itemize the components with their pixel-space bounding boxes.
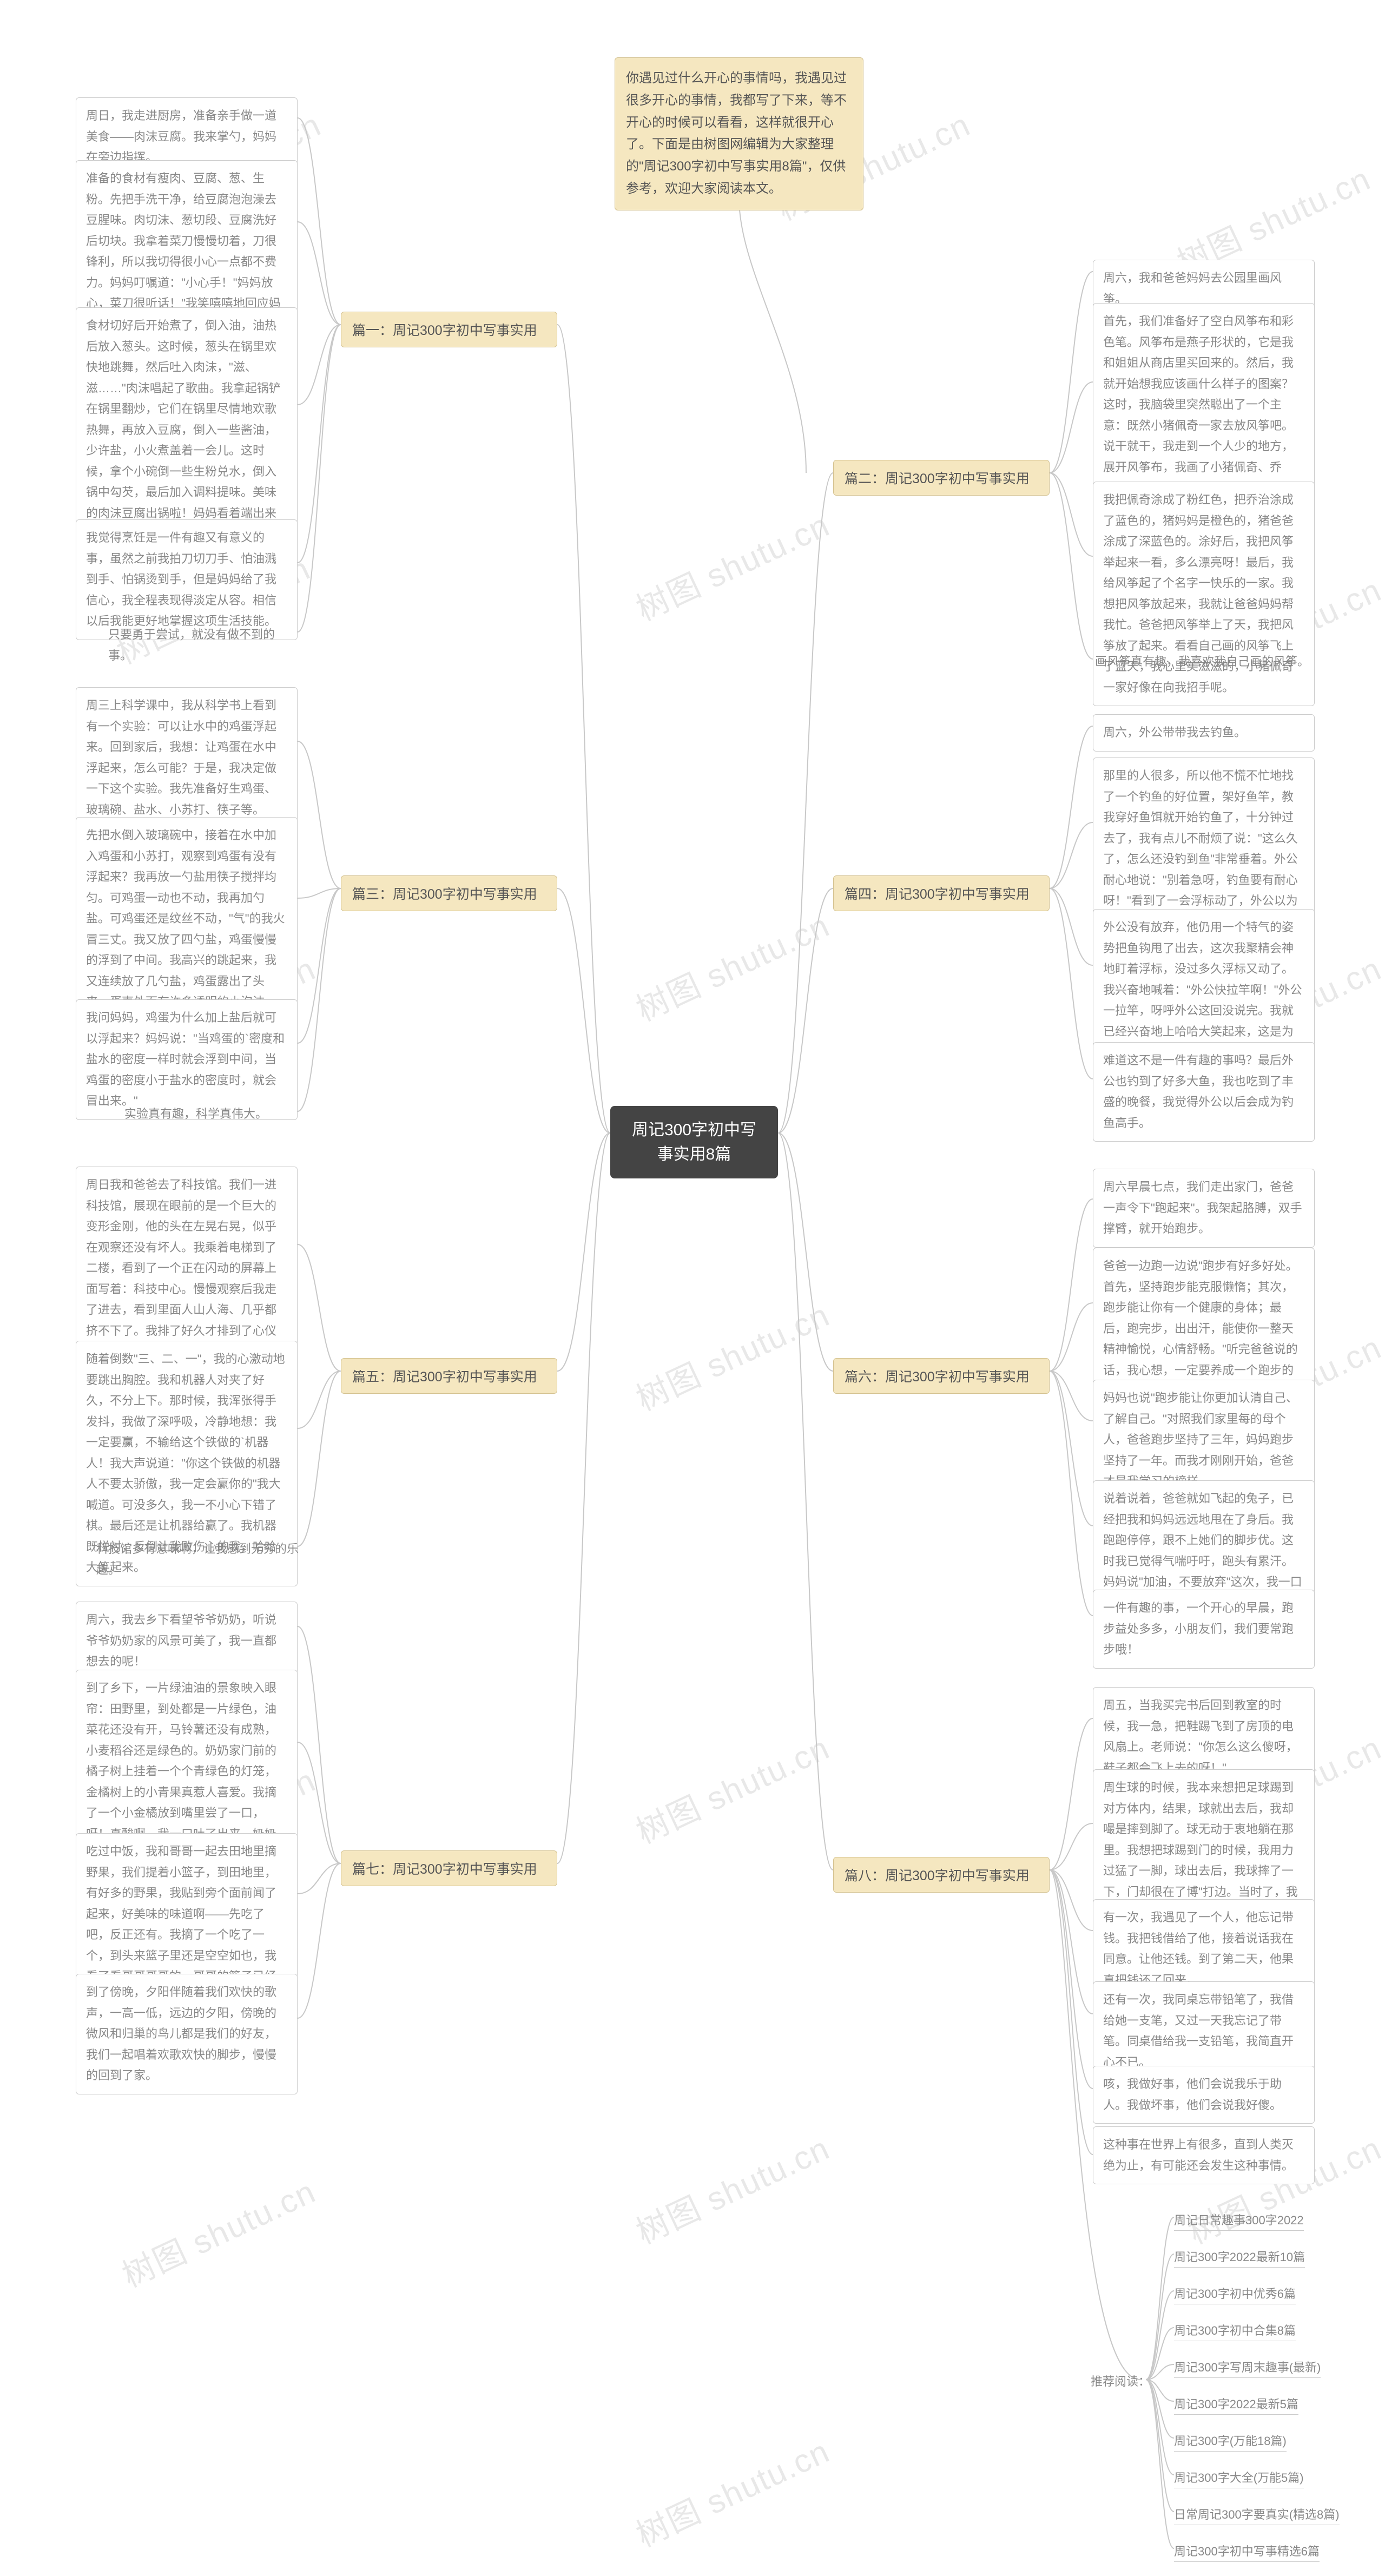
leaf-node: 画风筝真有趣，我喜欢我自己画的风筝。 xyxy=(1095,651,1311,673)
intro-box: 你遇见过什么开心的事情吗，我遇见过很多开心的事情，我都写了下来，等不开心的时候可… xyxy=(615,57,863,210)
chapter-node-6: 篇六：周记300字初中写事实用 xyxy=(833,1358,1050,1394)
leaf-node: 一件有趣的事，一个开心的早晨，跑步益处多多，小朋友们，我们要常跑步哦！ xyxy=(1093,1590,1315,1669)
leaf-node: 实验真有趣，科学真伟大。 xyxy=(124,1104,298,1125)
leaf-node: 这种事在世界上有很多，直到人类灭绝为止，有可能还会发生这种事情。 xyxy=(1093,2126,1315,2184)
recommend-item: 周记300字初中合集8篇 xyxy=(1174,2321,1296,2341)
watermark: 树图 shutu.cn xyxy=(628,1289,836,1420)
recommend-item: 周记日常趣事300字2022 xyxy=(1174,2211,1304,2231)
leaf-node: 到了傍晚，夕阳伴随着我们欢快的歌声，一高一低，远边的夕阳，傍晚的微风和归巢的鸟儿… xyxy=(76,1974,298,2094)
recommend-item: 周记300字写周末趣事(最新) xyxy=(1174,2358,1321,2378)
center-text: 周记300字初中写事实用8篇 xyxy=(632,1121,756,1163)
leaf-node: 咳，我做好事，他们会说我乐于助人。我做坏事，他们会说我好傻。 xyxy=(1093,2066,1315,2124)
recommend-item: 周记300字初中写事精选6篇 xyxy=(1174,2542,1320,2562)
recommend-item: 周记300字2022最新10篇 xyxy=(1174,2248,1305,2268)
recommend-item: 周记300字2022最新5篇 xyxy=(1174,2395,1298,2415)
watermark: 树图 shutu.cn xyxy=(628,499,836,630)
chapter-node-2: 篇二：周记300字初中写事实用 xyxy=(833,460,1050,496)
leaf-node: 我问妈妈，鸡蛋为什么加上盐后就可以浮起来？妈妈说："当鸡蛋的`密度和盐水的密度一… xyxy=(76,999,298,1120)
watermark: 树图 shutu.cn xyxy=(628,1722,836,1853)
leaf-node: 周六，我去乡下看望爷爷奶奶，听说爷爷奶奶家的风景可美了，我一直都想去的呢！ xyxy=(76,1602,298,1681)
intro-text: 你遇见过什么开心的事情吗，我遇见过很多开心的事情，我都写了下来，等不开心的时候可… xyxy=(626,71,847,196)
leaf-node: 先把水倒入玻璃碗中，接着在水中加入鸡蛋和小苏打，观察到鸡蛋有没有浮起来？我再放一… xyxy=(76,817,298,1021)
leaf-node: 难道这不是一件有趣的事吗？最后外公也钓到了好多大鱼，我也吃到了丰盛的晚餐，我觉得… xyxy=(1093,1042,1315,1142)
chapter-node-7: 篇七：周记300字初中写事实用 xyxy=(341,1850,557,1886)
mindmap-canvas: 你遇见过什么开心的事情吗，我遇见过很多开心的事情，我都写了下来，等不开心的时候可… xyxy=(0,0,1385,2576)
chapter-node-8: 篇八：周记300字初中写事实用 xyxy=(833,1857,1050,1893)
leaf-node: 周六，外公带带我去钓鱼。 xyxy=(1093,714,1315,752)
chapter-node-1: 篇一：周记300字初中写事实用 xyxy=(341,312,557,347)
leaf-node: 周六早晨七点，我们走出家门，爸爸一声令下"跑起来"。我架起胳膊，双手撑臂，就开始… xyxy=(1093,1169,1315,1248)
chapter-node-4: 篇四：周记300字初中写事实用 xyxy=(833,875,1050,911)
chapter-node-5: 篇五：周记300字初中写事实用 xyxy=(341,1358,557,1394)
recommend-item: 日常周记300字要真实(精选8篇) xyxy=(1174,2505,1340,2525)
watermark: 树图 shutu.cn xyxy=(628,2426,836,2557)
leaf-node: 我觉得烹饪是一件有趣又有意义的事，虽然之前我拍刀切刀手、怕油溅到手、怕锅烫到手，… xyxy=(76,519,298,640)
leaf-node: 科技馆多有意味啊，让我感到无穷的乐趣。 xyxy=(96,1539,302,1580)
recommend-item: 周记300字(万能18篇) xyxy=(1174,2432,1287,2452)
watermark: 树图 shutu.cn xyxy=(628,900,836,1031)
center-node: 周记300字初中写事实用8篇 xyxy=(610,1106,778,1178)
chapter-node-3: 篇三：周记300字初中写事实用 xyxy=(341,875,557,911)
leaf-node: 只要勇于尝试，就没有做不到的事。 xyxy=(108,624,298,666)
leaf-node: 周三上科学课中，我从科学书上看到有一个实验：可以让水中的鸡蛋浮起来。回到家后，我… xyxy=(76,687,298,828)
watermark: 树图 shutu.cn xyxy=(628,2123,836,2254)
recommend-item: 周记300字初中优秀6篇 xyxy=(1174,2284,1296,2304)
recommend-label: 推荐阅读： xyxy=(1091,2372,1150,2389)
watermark: 树图 shutu.cn xyxy=(114,2166,322,2297)
recommend-item: 周记300字大全(万能5篇) xyxy=(1174,2468,1304,2488)
leaf-node: 我把佩奇涂成了粉红色，把乔治涂成了蓝色的，猪妈妈是橙色的，猪爸爸涂成了深蓝色的。… xyxy=(1093,482,1315,706)
leaf-node: 周日我和爸爸去了科技馆。我们一进科技馆，展现在眼前的是一个巨大的变形金刚，他的头… xyxy=(76,1167,298,1371)
